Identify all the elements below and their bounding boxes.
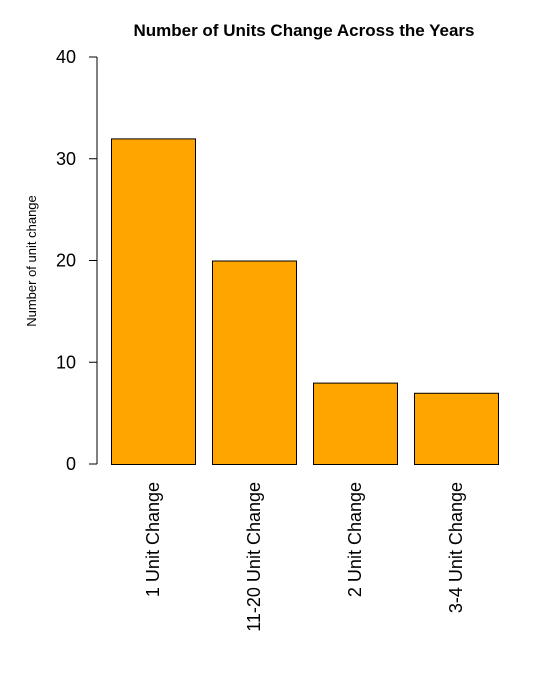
x-tick-label: 3-4 Unit Change (446, 482, 466, 613)
bar-1 (212, 260, 297, 465)
chart-title: Number of Units Change Across the Years (133, 21, 474, 40)
y-tick-label: 30 (56, 149, 76, 169)
x-tick-labels: 1 Unit Change 11-20 Unit Change 2 Unit Cha… (143, 482, 466, 632)
x-tick-label: 2 Unit Change (345, 482, 365, 597)
y-tick-label: 20 (56, 251, 76, 271)
y-axis: 0 10 20 30 40 (56, 47, 98, 474)
bars-group (111, 138, 499, 466)
y-axis-label: Number of unit change (24, 195, 39, 327)
bar-0 (111, 138, 196, 465)
y-tick-label: 10 (56, 352, 76, 372)
x-tick-label: 11-20 Unit Change (244, 482, 264, 632)
y-tick-label: 40 (56, 47, 76, 67)
bar-3 (414, 392, 499, 465)
x-tick-label: 1 Unit Change (143, 482, 163, 597)
y-tick-label: 0 (66, 454, 76, 474)
bar-2 (313, 382, 398, 466)
